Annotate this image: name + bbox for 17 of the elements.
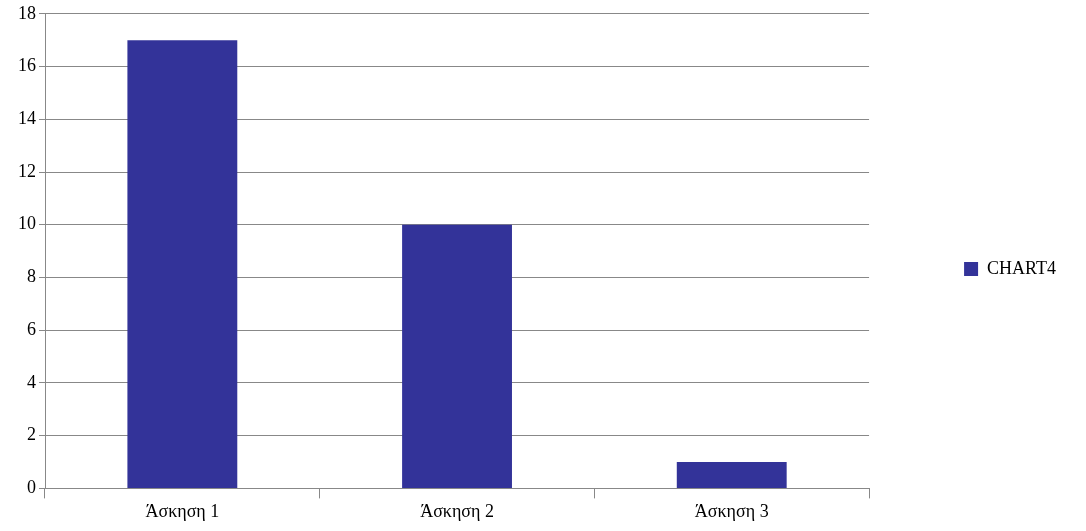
y-tick-label: 8 xyxy=(27,266,36,287)
legend-label: CHART4 xyxy=(987,257,1057,278)
y-tick-label: 4 xyxy=(27,371,36,392)
y-tick-label: 12 xyxy=(18,160,36,181)
y-tick-label: 16 xyxy=(18,55,36,76)
x-tick-label: Άσκηση 2 xyxy=(420,500,494,521)
y-tick-label: 18 xyxy=(18,2,36,23)
x-tick-label: Άσκηση 1 xyxy=(145,500,220,521)
y-tick-label: 10 xyxy=(18,213,36,234)
x-tick-label: Άσκηση 3 xyxy=(694,500,769,521)
y-tick-label: 0 xyxy=(27,477,36,498)
y-tick-label: 6 xyxy=(27,318,36,339)
y-tick-label: 2 xyxy=(27,424,36,445)
bar xyxy=(127,40,238,488)
bar xyxy=(402,224,512,488)
y-tick-label: 14 xyxy=(18,108,36,128)
bar xyxy=(676,462,787,488)
